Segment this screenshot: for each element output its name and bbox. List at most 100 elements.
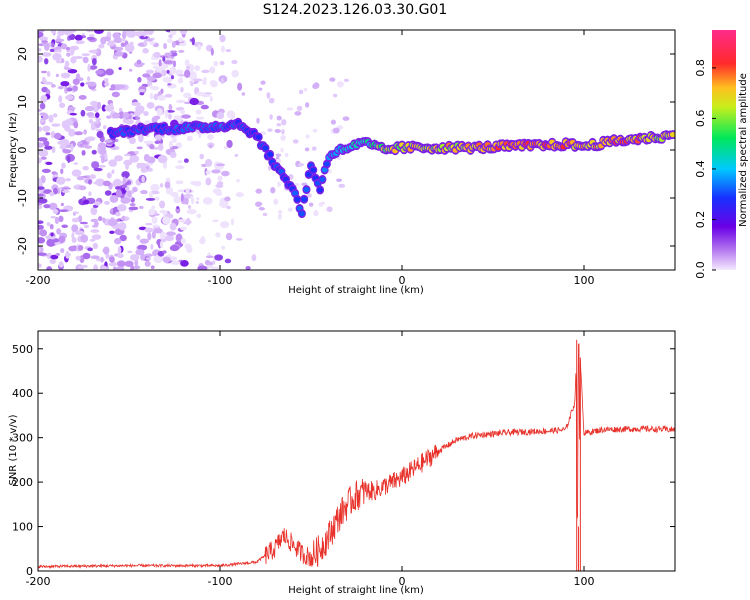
noise-speckle — [144, 260, 151, 267]
noise-speckle — [105, 68, 114, 76]
noise-speckle — [273, 198, 279, 205]
noise-speckle — [151, 62, 160, 65]
noise-speckle — [179, 30, 188, 35]
noise-speckle — [66, 52, 71, 57]
noise-speckle — [109, 230, 115, 234]
noise-speckle — [74, 230, 85, 236]
noise-speckle — [262, 212, 268, 217]
noise-speckle — [139, 238, 149, 244]
noise-speckle — [40, 94, 48, 103]
noise-speckle — [114, 46, 124, 52]
noise-speckle — [163, 60, 174, 65]
noise-speckle — [122, 176, 126, 185]
noise-speckle — [164, 181, 171, 189]
noise-speckle — [55, 253, 60, 257]
noise-speckle — [72, 85, 78, 92]
x-tick-label: 100 — [574, 575, 595, 588]
figure-title: S124.2023.126.03.30.G01 — [263, 2, 448, 18]
noise-speckle — [42, 125, 51, 132]
noise-speckle — [104, 190, 112, 196]
noise-speckle — [88, 191, 92, 196]
noise-speckle — [110, 84, 116, 90]
noise-speckle — [129, 137, 136, 145]
noise-speckle — [162, 56, 166, 62]
noise-speckle — [159, 209, 166, 214]
noise-speckle — [48, 114, 54, 123]
noise-speckle — [40, 70, 48, 74]
noise-speckle — [104, 81, 110, 87]
noise-speckle — [90, 218, 99, 223]
noise-speckle — [186, 65, 191, 70]
noise-speckle — [94, 30, 104, 34]
spectrogram-x-axis-label: Height of straight line (km) — [288, 285, 424, 296]
noise-speckle — [79, 221, 89, 225]
noise-speckle — [150, 183, 160, 192]
ridge-point — [323, 161, 330, 167]
noise-speckle — [87, 247, 93, 252]
noise-speckle — [258, 87, 263, 91]
noise-speckle — [72, 78, 80, 85]
noise-speckle — [113, 37, 123, 44]
noise-speckle — [50, 30, 57, 34]
noise-speckle — [145, 163, 154, 166]
noise-speckle — [172, 60, 177, 68]
noise-speckle — [153, 51, 161, 58]
noise-speckle — [297, 163, 305, 167]
noise-speckle — [103, 200, 110, 205]
noise-speckle — [38, 246, 41, 253]
noise-speckle — [292, 139, 299, 144]
noise-speckle — [150, 265, 155, 270]
noise-speckle — [93, 167, 103, 172]
noise-speckle — [102, 125, 107, 130]
noise-speckle — [234, 153, 239, 157]
noise-speckle — [52, 209, 59, 214]
noise-speckle — [106, 115, 112, 119]
noise-speckle — [78, 185, 87, 191]
noise-speckle — [337, 81, 344, 88]
noise-speckle — [77, 245, 84, 251]
noise-speckle — [199, 237, 206, 245]
noise-speckle — [158, 59, 162, 68]
noise-speckle — [212, 219, 219, 223]
noise-speckle — [44, 145, 53, 150]
noise-speckle — [88, 179, 92, 185]
noise-speckle — [40, 30, 45, 33]
noise-speckle — [60, 58, 65, 64]
colorbar-tick-label: 0.0 — [694, 261, 707, 279]
noise-speckle — [169, 245, 180, 252]
noise-speckle — [115, 186, 123, 190]
noise-speckle — [130, 264, 135, 270]
noise-speckle — [50, 215, 57, 219]
noise-speckle — [169, 66, 177, 75]
noise-speckle — [89, 174, 96, 180]
y-tick-label: 100 — [12, 521, 33, 534]
noise-speckle — [162, 256, 171, 263]
noise-speckle — [143, 39, 148, 46]
noise-speckle — [138, 133, 144, 142]
noise-speckle — [200, 104, 209, 110]
noise-speckle — [136, 234, 141, 240]
noise-speckle — [164, 93, 173, 98]
noise-speckle — [184, 69, 191, 78]
noise-speckle — [49, 191, 55, 197]
y-tick-label: 400 — [12, 387, 33, 400]
noise-speckle — [44, 58, 49, 65]
noise-speckle — [258, 207, 265, 211]
noise-speckle — [49, 235, 56, 240]
noise-speckle — [226, 110, 235, 119]
y-tick-label: -10 — [16, 189, 29, 207]
noise-speckle — [107, 218, 118, 227]
noise-speckle — [95, 117, 102, 121]
noise-speckle — [178, 49, 185, 53]
colorbar-ticks: 0.0 0.2 0.4 0.6 0.8 — [694, 59, 716, 279]
noise-speckle — [318, 202, 324, 207]
noise-speckle — [100, 256, 104, 263]
noise-speckle — [154, 140, 161, 144]
noise-speckle — [260, 80, 266, 85]
noise-speckle — [143, 140, 154, 144]
ridge-point — [319, 176, 326, 183]
noise-speckle — [45, 161, 53, 165]
snr-frame — [37, 330, 676, 572]
noise-speckle — [245, 266, 251, 270]
noise-speckle — [190, 195, 194, 200]
